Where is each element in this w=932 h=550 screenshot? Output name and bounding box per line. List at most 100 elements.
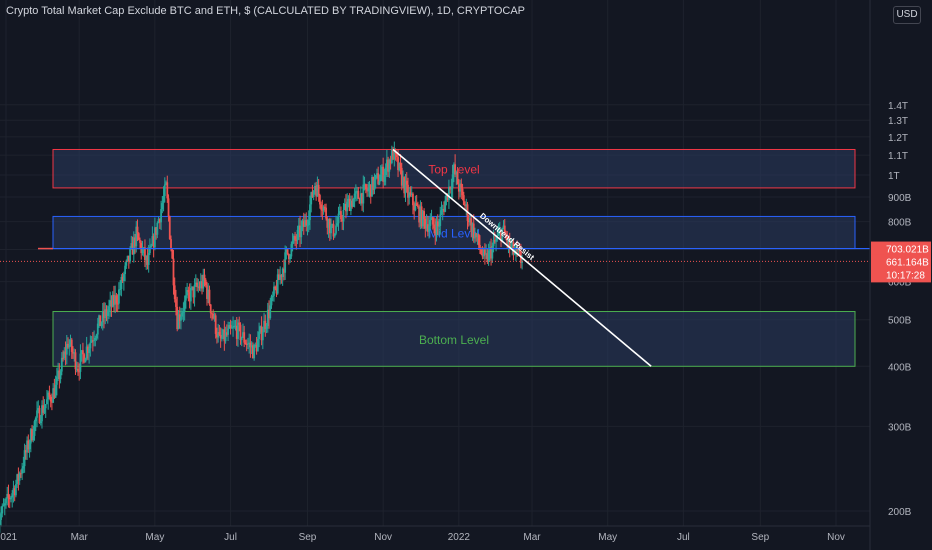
candle-body (398, 162, 401, 171)
candle-body (270, 296, 273, 306)
candles (0, 141, 524, 533)
candle-body (189, 287, 192, 302)
candle-body (508, 237, 511, 248)
candle-body (286, 249, 289, 255)
candle-body (469, 218, 471, 223)
candle-body (124, 265, 127, 275)
candle-body (301, 220, 304, 227)
candle-body (237, 322, 239, 339)
candle-body (356, 190, 359, 192)
price-tick-label: 300B (888, 422, 912, 433)
horizontal-level-line[interactable] (0, 247, 870, 262)
candle-body (443, 208, 445, 212)
candle-body (434, 228, 437, 236)
candle-body (421, 211, 424, 227)
candle-body (63, 351, 66, 359)
candle-body (506, 237, 509, 244)
candle-body (261, 332, 264, 341)
currency-button[interactable]: USD (893, 6, 921, 24)
candle-body (367, 188, 370, 192)
candle-body (229, 325, 232, 329)
candle-body (483, 249, 486, 255)
candle-body (379, 174, 382, 182)
bottom-level-zone[interactable] (52, 311, 856, 367)
candle-body (193, 284, 196, 298)
candle-body (176, 306, 179, 330)
candle-body (167, 198, 170, 217)
candle-body (465, 204, 468, 207)
candle-body (55, 376, 58, 385)
candle-body (316, 184, 319, 197)
candle-body (497, 231, 500, 236)
candle-body (146, 255, 149, 265)
candle-body (78, 371, 81, 373)
candle-body (233, 325, 236, 327)
candle-body (441, 208, 444, 211)
candle-body (392, 149, 394, 160)
candle-body (503, 225, 506, 234)
candle-body (234, 325, 237, 327)
candle-body (232, 326, 234, 328)
candle-body (122, 274, 125, 282)
candle-body (450, 187, 453, 190)
candle-body (481, 253, 484, 257)
candle-body (203, 274, 206, 280)
candle-body (323, 206, 326, 208)
candle-body (177, 314, 180, 330)
candle-body (134, 237, 136, 247)
candle-body (284, 252, 287, 273)
candle-body (502, 225, 505, 228)
candle-body (350, 200, 352, 212)
candle-body (197, 286, 200, 288)
candle-body (49, 396, 52, 402)
candle-body (21, 468, 24, 474)
candle-body (304, 220, 306, 227)
time-tick-label: Nov (827, 532, 845, 543)
candle-body (258, 331, 260, 339)
candle-body (424, 218, 427, 229)
candle-body (22, 466, 25, 469)
candle-body (158, 219, 161, 223)
candle-body (191, 286, 193, 288)
candle-body (199, 281, 202, 289)
candle-body (201, 281, 203, 289)
candle-body (383, 175, 386, 182)
candle-body (366, 189, 368, 192)
candle-body (90, 340, 93, 343)
candle-body (113, 294, 115, 305)
price-tick-label: 900B (888, 193, 912, 204)
candle-body (100, 322, 103, 327)
candle-body (381, 166, 383, 175)
trendline-segment[interactable] (392, 148, 652, 367)
candle-body (34, 417, 37, 422)
mid-level-zone[interactable] (52, 215, 856, 250)
candle-body (409, 192, 412, 195)
candle-body (297, 225, 300, 230)
candle-body (515, 247, 517, 253)
candle-body (347, 198, 350, 202)
candle-body (153, 227, 156, 248)
candle-body (362, 184, 365, 204)
candle-body (235, 325, 238, 339)
time-tick-label: 2021 (0, 532, 18, 543)
candle-body (408, 192, 411, 198)
time-tick-label: Jul (224, 532, 237, 543)
candle-body (157, 219, 160, 223)
candle-body (518, 250, 521, 253)
candle-body (460, 183, 463, 189)
candle-body (67, 343, 69, 348)
candle-body (498, 230, 501, 232)
candle-body (125, 260, 128, 266)
candle-body (336, 223, 339, 226)
candle-body (285, 249, 288, 253)
candle-body (505, 233, 507, 238)
candle-body (397, 156, 399, 171)
candle-body (326, 218, 329, 228)
candle-body (116, 303, 119, 305)
time-axis[interactable]: 2021 Mar May Jul Sep Nov 2022 Mar May Jul Sep Nov (0, 525, 870, 543)
candle-body (342, 209, 345, 222)
candle-body (255, 344, 258, 352)
candle-body (84, 358, 87, 363)
